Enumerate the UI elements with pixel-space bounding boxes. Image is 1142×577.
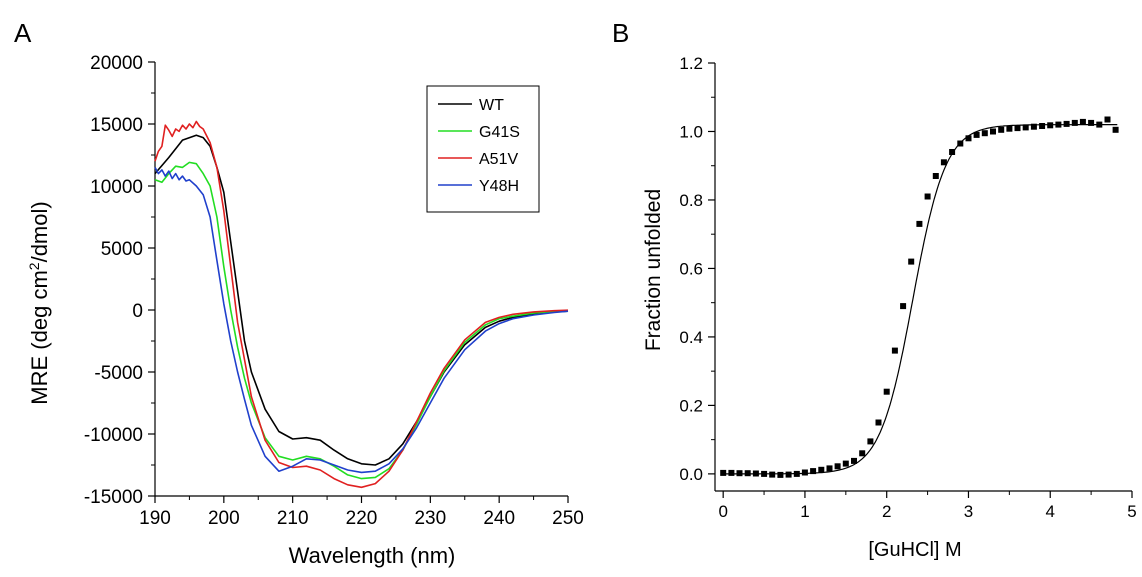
- panel-a-plot: 190 200 210 220 230 240 250 -15000 -10000 -5000 0 5…: [84, 53, 584, 529]
- data-point: [752, 470, 759, 477]
- x-tick-label: 190: [139, 508, 171, 529]
- x-tick-label: 1: [800, 502, 809, 521]
- x-tick-label: 250: [552, 508, 584, 529]
- data-point: [1063, 120, 1070, 127]
- y-tick-label: 0: [132, 301, 143, 322]
- data-point: [875, 419, 882, 426]
- data-point: [900, 303, 907, 310]
- series-line-a51v: [154, 120, 569, 489]
- data-point: [793, 470, 800, 477]
- panel-a-x-axis-title: Wavelength (nm): [289, 543, 456, 568]
- y-tick-label: -10000: [84, 425, 143, 446]
- y-tick-label: 15000: [90, 115, 143, 136]
- panel-b-y-axis-title: Fraction unfolded: [642, 189, 665, 351]
- data-point: [826, 465, 833, 472]
- y-tick-label: 1.0: [679, 123, 703, 142]
- legend-label: G41S: [479, 124, 520, 141]
- data-point: [1071, 119, 1078, 126]
- data-point: [1030, 123, 1037, 130]
- data-point: [908, 258, 915, 265]
- panel-a-y-axis-title: MRE (deg cm2/dmol): [26, 201, 52, 404]
- y-tick-label: 0.0: [679, 465, 703, 484]
- data-point: [1112, 126, 1119, 133]
- data-point: [957, 140, 964, 147]
- data-point: [990, 128, 996, 135]
- panel-a: A 190 200 210 220 230 240 250 -15000 -10000 -5000…: [14, 18, 584, 568]
- data-point: [728, 469, 735, 476]
- data-point: [859, 450, 866, 457]
- data-point: [777, 471, 784, 478]
- data-point: [769, 471, 776, 478]
- data-point: [940, 159, 947, 166]
- legend-label: Y48H: [479, 178, 519, 195]
- legend-label: A51V: [479, 151, 518, 168]
- panel-label-b: B: [612, 18, 629, 48]
- y-tick-label: 0.8: [679, 191, 703, 210]
- data-point: [785, 471, 792, 478]
- data-point: [851, 457, 857, 464]
- data-point: [1022, 124, 1029, 131]
- x-tick-label: 230: [414, 508, 446, 529]
- x-tick-label: 200: [208, 508, 240, 529]
- legend-label: WT: [479, 97, 504, 114]
- y-tick-label: 0.2: [679, 397, 703, 416]
- x-tick-label: 5: [1127, 502, 1136, 521]
- data-point: [810, 468, 817, 475]
- data-point: [949, 149, 956, 155]
- data-point: [1006, 125, 1013, 132]
- x-tick-label: 2: [882, 502, 891, 521]
- x-tick-label: 240: [483, 508, 515, 529]
- y-tick-label: 10000: [90, 177, 143, 198]
- data-point: [1104, 116, 1111, 123]
- y-tick-label: -5000: [94, 363, 143, 384]
- x-tick-label: 4: [1046, 502, 1055, 521]
- data-point: [1096, 121, 1103, 128]
- data-point: [973, 131, 980, 138]
- data-point: [720, 469, 727, 476]
- x-tick-label: 210: [277, 508, 309, 529]
- data-point: [744, 470, 751, 477]
- y-tick-label: 5000: [101, 239, 143, 260]
- data-point: [801, 469, 808, 476]
- data-point: [1014, 125, 1021, 132]
- data-point: [1088, 119, 1095, 126]
- data-point: [1055, 121, 1062, 128]
- data-point: [1039, 123, 1046, 129]
- data-point: [883, 388, 890, 395]
- data-point: [1047, 122, 1054, 129]
- panel-label-a: A: [14, 18, 32, 48]
- x-tick-label: 0: [718, 502, 727, 521]
- panel-b: B 0 1 2 3 4 50.00.20.40.60.81.01.2 [GuHCl] M …: [612, 18, 1137, 561]
- data-point: [736, 470, 743, 477]
- legend-box: [426, 85, 540, 213]
- data-point: [867, 438, 874, 445]
- data-point: [834, 463, 841, 470]
- data-point: [932, 173, 939, 179]
- series-line-y48h: [154, 167, 569, 474]
- y-tick-label: 1.2: [679, 54, 703, 73]
- x-tick-label: 3: [964, 502, 973, 521]
- fit-curve: [723, 123, 1118, 475]
- panel-b-x-axis-title: [GuHCl] M: [868, 539, 961, 561]
- data-point: [998, 126, 1005, 133]
- data-point: [761, 470, 768, 477]
- data-point: [818, 466, 825, 473]
- panel-a-legend: WT G41S A51V Y48H: [426, 85, 540, 213]
- x-tick-label: 220: [346, 508, 378, 529]
- data-point: [965, 135, 972, 142]
- y-tick-label: 20000: [90, 53, 143, 74]
- panel-b-plot: 0 1 2 3 4 5 0.0 0.2 0.4 0.6 0.8 1.0 1.2: [679, 54, 1136, 521]
- y-tick-label: 0.6: [679, 260, 703, 279]
- data-point: [891, 347, 898, 354]
- data-point: [1079, 118, 1086, 125]
- data-point: [916, 220, 923, 227]
- data-point: [981, 130, 988, 137]
- series-line-g41s: [154, 161, 569, 480]
- y-tick-label: 0.4: [679, 328, 703, 347]
- data-point: [924, 193, 931, 200]
- data-point: [842, 460, 849, 467]
- y-tick-label: -15000: [84, 487, 143, 508]
